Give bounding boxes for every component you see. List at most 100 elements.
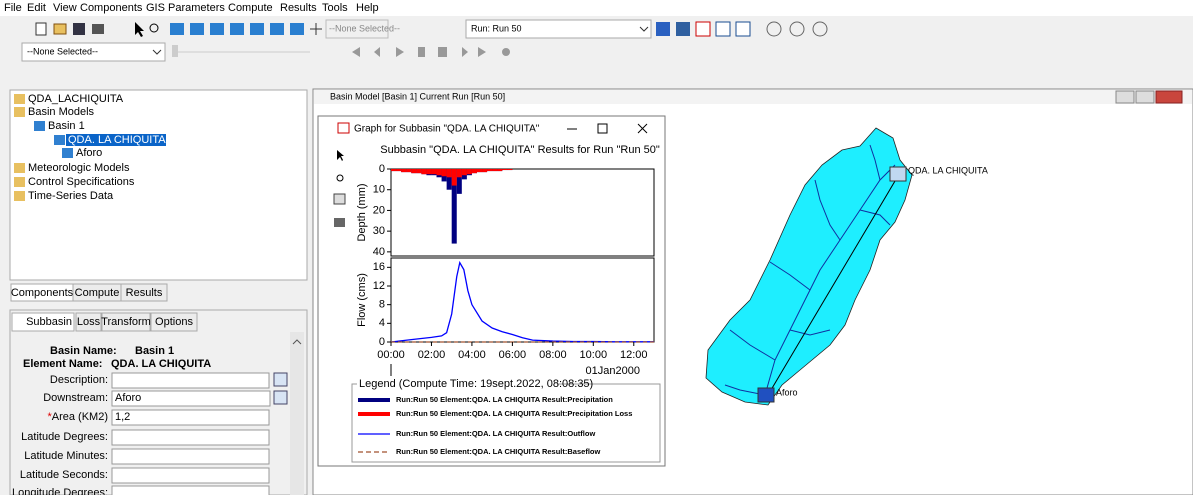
tab-label[interactable]: Components	[11, 287, 74, 299]
menu-item[interactable]: Parameters	[168, 2, 225, 14]
field-label: Latitude Minutes:	[24, 450, 108, 462]
field-input[interactable]	[112, 410, 269, 425]
field-input[interactable]	[112, 373, 269, 388]
menu-item[interactable]: Compute	[228, 2, 273, 14]
tab-label[interactable]: Transform	[101, 316, 151, 328]
legend-entry[interactable]: Run:Run 50 Element:QDA. LA CHIQUITA Resu…	[396, 395, 613, 404]
tree-item[interactable]: Time-Series Data	[28, 190, 114, 202]
x-tick-label: 00:00	[377, 349, 405, 361]
plot-area	[391, 258, 654, 342]
slider-thumb[interactable]	[172, 45, 178, 57]
x-tick-label: 08:00	[539, 349, 567, 361]
print-icon[interactable]	[92, 24, 104, 34]
tree-item[interactable]: Basin Models	[28, 106, 95, 118]
menu-item[interactable]: Results	[280, 2, 317, 14]
bar	[492, 169, 497, 171]
bar	[482, 169, 487, 172]
tab-label[interactable]: Results	[126, 287, 163, 299]
scrollbar[interactable]	[290, 332, 304, 495]
y-axis-title: Flow (cms)	[356, 273, 368, 327]
reservoir-tool[interactable]	[210, 23, 224, 35]
field-input[interactable]	[112, 449, 269, 464]
sink-tool[interactable]	[290, 23, 304, 35]
minimize-button[interactable]	[1116, 91, 1134, 103]
label-text: Area (KM2)	[52, 411, 108, 423]
field-input[interactable]	[112, 468, 269, 483]
close-button[interactable]	[1156, 91, 1182, 103]
new-icon[interactable]	[36, 23, 46, 35]
tree-item[interactable]: Basin 1	[48, 120, 85, 132]
junction-tool[interactable]	[230, 23, 244, 35]
bar	[437, 169, 442, 175]
tab-label[interactable]: Options	[155, 316, 193, 328]
global-summary-icon[interactable]	[676, 22, 690, 36]
bar	[411, 169, 416, 173]
menu-item[interactable]: GIS	[146, 2, 165, 14]
maximize-button[interactable]	[1136, 91, 1154, 103]
summary-table-icon[interactable]	[716, 22, 730, 36]
y-tick-label: 0	[379, 163, 385, 175]
y-tick-label: 30	[373, 225, 385, 237]
sink-icon[interactable]	[758, 388, 774, 402]
tree-item[interactable]: QDA. LA CHIQUITA	[68, 134, 166, 146]
bar	[497, 169, 502, 171]
bar	[447, 169, 452, 177]
legend-entry[interactable]: Run:Run 50 Element:QDA. LA CHIQUITA Resu…	[396, 429, 595, 438]
bar	[406, 169, 411, 172]
legend-entry[interactable]: Run:Run 50 Element:QDA. LA CHIQUITA Resu…	[396, 447, 600, 456]
tab-label[interactable]: Compute	[75, 287, 120, 299]
field-input[interactable]	[112, 430, 269, 445]
field-value: Aforo	[115, 392, 141, 404]
bar	[442, 169, 447, 176]
properties-tool[interactable]	[334, 194, 345, 204]
y-tick-label: 4	[379, 317, 385, 329]
reach-tool[interactable]	[190, 23, 204, 35]
menu-item[interactable]: Components	[80, 2, 143, 14]
menu-item[interactable]: View	[53, 2, 77, 14]
tree-icon	[14, 177, 25, 187]
y-tick-label: 20	[373, 204, 385, 216]
y-tick-label: 40	[373, 246, 385, 258]
menu-item[interactable]: File	[4, 2, 22, 14]
save-icon[interactable]	[73, 23, 85, 35]
bar	[431, 169, 436, 174]
bar	[426, 169, 431, 174]
tree-icon	[34, 121, 45, 131]
element-select-text: --None Selected--	[329, 23, 400, 33]
graph-icon[interactable]	[696, 22, 710, 36]
menu-item[interactable]: Tools	[322, 2, 348, 14]
description-button[interactable]	[274, 373, 287, 386]
x-tick-label: 04:00	[458, 349, 486, 361]
tree-item[interactable]: Meteorologic Models	[28, 162, 130, 174]
time-series-icon[interactable]	[736, 22, 750, 36]
y-tick-label: 16	[373, 261, 385, 273]
diversion-tool[interactable]	[250, 23, 264, 35]
menu-item[interactable]: Edit	[27, 2, 46, 14]
subbasin-icon[interactable]	[890, 167, 906, 181]
chart: 010203040Depth (mm)0481216Flow (cms)00:0…	[352, 163, 660, 462]
open-icon[interactable]	[54, 24, 66, 34]
tree-item[interactable]: Aforo	[76, 147, 102, 159]
label-text: Description:	[50, 374, 108, 386]
field-input[interactable]	[112, 486, 269, 495]
tree-item[interactable]: Control Specifications	[28, 176, 135, 188]
label-text: Longitude Degrees:	[12, 487, 108, 495]
tab-label[interactable]: Loss	[77, 316, 101, 328]
menu-item[interactable]: Help	[356, 2, 379, 14]
bar	[457, 169, 462, 177]
field-label: Downstream:	[43, 392, 108, 404]
settings-button[interactable]	[502, 48, 510, 56]
source-tool[interactable]	[270, 23, 284, 35]
pause-button[interactable]	[418, 47, 425, 57]
legend-entry[interactable]: Run:Run 50 Element:QDA. LA CHIQUITA Resu…	[396, 409, 632, 418]
field-label: Description:	[50, 374, 108, 386]
y-tick-label: 12	[373, 280, 385, 292]
compute-icon[interactable]	[656, 22, 670, 36]
downstream-button[interactable]	[274, 391, 287, 404]
plot-area	[391, 169, 654, 256]
tab-label[interactable]: Subbasin	[26, 316, 72, 328]
print-tool[interactable]	[334, 218, 345, 227]
stop-button[interactable]	[438, 47, 447, 57]
tree-item[interactable]: QDA_LACHIQUITA	[28, 93, 124, 105]
subbasin-tool[interactable]	[170, 23, 184, 35]
